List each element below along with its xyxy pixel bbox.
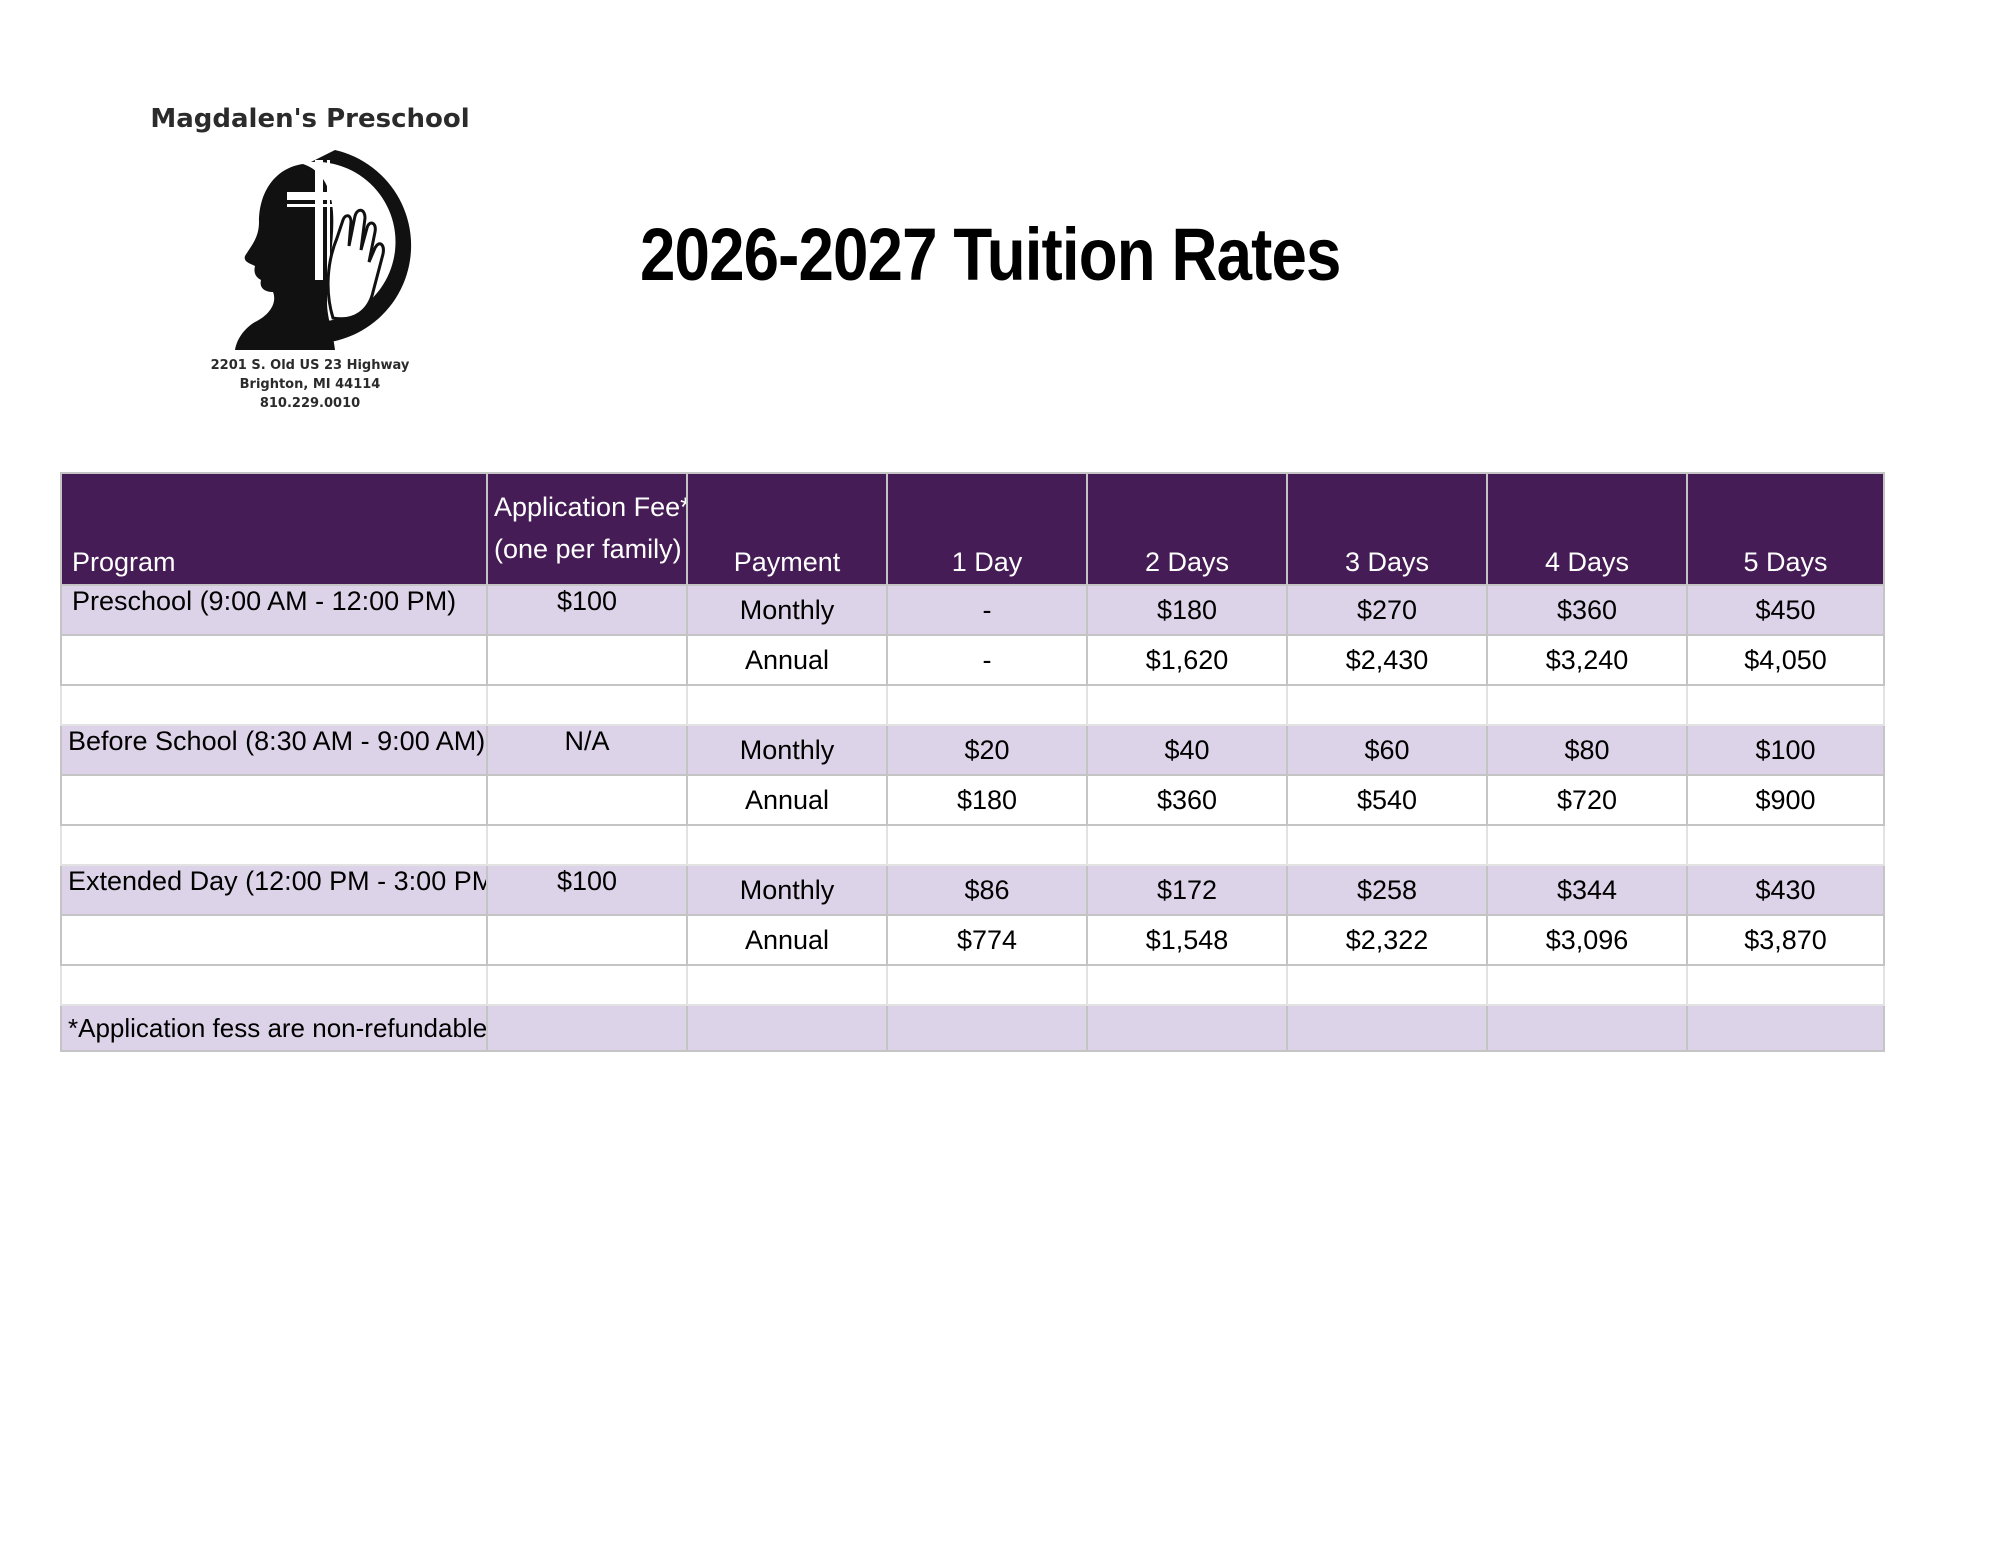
page-title: 2026-2027 Tuition Rates [640,213,1341,296]
footnote-row: *Application fess are non-refundable [60,1004,1885,1052]
program-name-empty [60,914,488,966]
rate-4-days: $360 [1486,584,1688,636]
application-fee: $100 [486,864,688,916]
rate-5-days: $4,050 [1686,634,1885,686]
payment-type: Monthly [686,724,888,776]
rate-1-day: - [886,634,1088,686]
header-3-days: 3 Days [1286,472,1488,586]
rate-5-days: $450 [1686,584,1885,636]
table-row: Annual $180 $360 $540 $720 $900 [60,774,1885,826]
rate-4-days: $3,240 [1486,634,1688,686]
rate-3-days: $60 [1286,724,1488,776]
rate-1-day: - [886,584,1088,636]
application-fee-empty [486,914,688,966]
rate-2-days: $360 [1086,774,1288,826]
header-2-days: 2 Days [1086,472,1288,586]
praying-figure-cross-icon [235,150,412,350]
logo-address-line1: 2201 S. Old US 23 Highway [210,358,410,373]
header-fee-line2: (one per family) [494,534,682,564]
rate-2-days: $40 [1086,724,1288,776]
application-fee-empty [486,634,688,686]
rate-4-days: $720 [1486,774,1688,826]
rate-3-days: $540 [1286,774,1488,826]
rate-5-days: $430 [1686,864,1885,916]
header-program: Program [60,472,488,586]
rate-1-day: $774 [886,914,1088,966]
payment-type: Annual [686,914,888,966]
rate-2-days: $1,548 [1086,914,1288,966]
application-fee: $100 [486,584,688,636]
rate-3-days: $270 [1286,584,1488,636]
table-header-row: Program Application Fee* (one per family… [60,472,1885,586]
spacer-row [60,964,1885,1006]
table-row: Annual $774 $1,548 $2,322 $3,096 $3,870 [60,914,1885,966]
rate-5-days: $100 [1686,724,1885,776]
rate-2-days: $172 [1086,864,1288,916]
school-logo: Magdalen's Preschool 2201 S. Old US 23 H… [145,100,475,420]
header-5-days: 5 Days [1686,472,1885,586]
rate-1-day: $180 [886,774,1088,826]
rate-4-days: $344 [1486,864,1688,916]
payment-type: Monthly [686,584,888,636]
rate-5-days: $900 [1686,774,1885,826]
rate-2-days: $1,620 [1086,634,1288,686]
header-4-days: 4 Days [1486,472,1688,586]
payment-type: Monthly [686,864,888,916]
rate-3-days: $258 [1286,864,1488,916]
payment-type: Annual [686,634,888,686]
rate-1-day: $20 [886,724,1088,776]
rate-3-days: $2,322 [1286,914,1488,966]
rate-4-days: $3,096 [1486,914,1688,966]
rate-3-days: $2,430 [1286,634,1488,686]
program-name: Extended Day (12:00 PM - 3:00 PM) [60,864,488,916]
logo-address-line2: Brighton, MI 44114 [239,377,381,392]
payment-type: Annual [686,774,888,826]
header-1-day: 1 Day [886,472,1088,586]
header-payment: Payment [686,472,888,586]
table-row: Annual - $1,620 $2,430 $3,240 $4,050 [60,634,1885,686]
application-fee: N/A [486,724,688,776]
header-application-fee: Application Fee* (one per family) [486,472,688,586]
footnote-text: *Application fess are non-refundable [60,1004,488,1052]
tuition-rates-table: Program Application Fee* (one per family… [60,472,1885,1052]
program-name-empty [60,774,488,826]
rate-5-days: $3,870 [1686,914,1885,966]
logo-phone: 810.229.0010 [259,396,361,411]
program-name: Before School (8:30 AM - 9:00 AM) [60,724,488,776]
table-row: Preschool (9:00 AM - 12:00 PM) $100 Mont… [60,584,1885,636]
table-row: Extended Day (12:00 PM - 3:00 PM) $100 M… [60,864,1885,916]
table-row: Before School (8:30 AM - 9:00 AM) N/A Mo… [60,724,1885,776]
rate-2-days: $180 [1086,584,1288,636]
rate-4-days: $80 [1486,724,1688,776]
application-fee-empty [486,774,688,826]
program-name: Preschool (9:00 AM - 12:00 PM) [60,584,488,636]
rate-1-day: $86 [886,864,1088,916]
logo-school-name: Magdalen's Preschool [150,104,470,134]
spacer-row [60,684,1885,726]
spacer-row [60,824,1885,866]
program-name-empty [60,634,488,686]
header-fee-line1: Application Fee* [494,492,687,522]
